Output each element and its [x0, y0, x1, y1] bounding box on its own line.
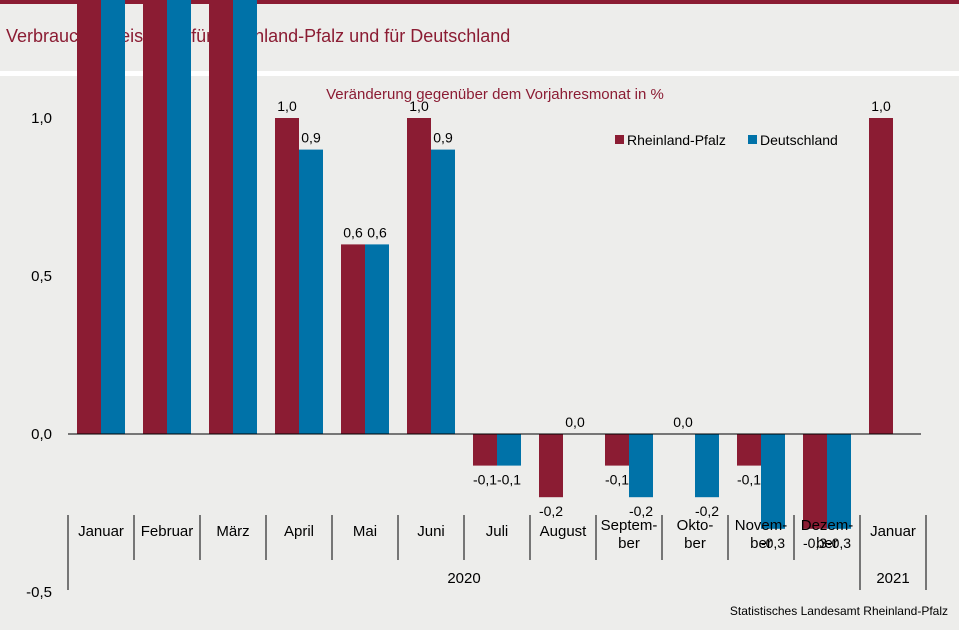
- category-label: Septem-: [601, 517, 658, 534]
- data-label: -0,3: [827, 535, 851, 551]
- category-label: Februar: [141, 523, 194, 540]
- y-tick-label: 0,5: [31, 268, 52, 285]
- bar-deutschland: [431, 149, 455, 434]
- data-label: 1,0: [409, 98, 429, 114]
- data-label: -0,2: [695, 503, 719, 519]
- bar-rheinland-pfalz: [143, 0, 167, 434]
- source-note: Statistisches Landesamt Rheinland-Pfalz: [729, 604, 948, 618]
- data-label: -0,3: [803, 535, 827, 551]
- category-label: Okto-: [677, 517, 714, 534]
- category-label: Juli: [486, 523, 509, 540]
- category-label: August: [540, 523, 588, 540]
- legend-swatch: [748, 135, 757, 144]
- bar-rheinland-pfalz: [77, 0, 101, 435]
- bar-rheinland-pfalz: [737, 434, 761, 466]
- bar-rheinland-pfalz: [539, 434, 563, 498]
- bar-deutschland: [233, 0, 257, 434]
- chart-subtitle: Veränderung gegenüber dem Vorjahresmonat…: [326, 86, 664, 103]
- category-label: Januar: [78, 523, 124, 540]
- bar-rheinland-pfalz: [473, 434, 497, 466]
- data-label: -0,1: [473, 472, 497, 488]
- data-label: 0,0: [565, 414, 585, 430]
- data-label: -0,2: [539, 503, 563, 519]
- bar-deutschland: [299, 149, 323, 434]
- bar-rheinland-pfalz: [275, 118, 299, 434]
- data-label: 0,6: [343, 224, 363, 240]
- bar-rheinland-pfalz: [407, 118, 431, 434]
- data-label: 0,9: [301, 130, 321, 146]
- category-label: Novem-: [735, 517, 788, 534]
- category-label: Januar: [870, 523, 916, 540]
- data-label: -0,1: [497, 472, 521, 488]
- bar-rheinland-pfalz: [869, 118, 893, 434]
- bar-rheinland-pfalz: [341, 244, 365, 434]
- data-label: -0,1: [737, 472, 761, 488]
- category-label: ber: [750, 535, 772, 552]
- bar-deutschland: [497, 434, 521, 466]
- bar-deutschland: [827, 434, 851, 529]
- category-label: ber: [816, 535, 838, 552]
- category-label: Dezem-: [801, 517, 854, 534]
- data-label: 1,0: [277, 98, 297, 114]
- bar-rheinland-pfalz: [803, 434, 827, 529]
- top-accent-bar: [0, 0, 959, 4]
- data-label: -0,1: [605, 472, 629, 488]
- bar-deutschland: [101, 0, 125, 435]
- y-tick-label: 0,0: [31, 426, 52, 443]
- legend-label: Rheinland-Pfalz: [627, 132, 726, 148]
- data-label: 1,0: [871, 98, 891, 114]
- category-label: März: [216, 523, 249, 540]
- legend-label: Deutschland: [760, 132, 838, 148]
- bar-deutschland: [761, 434, 785, 529]
- title-separator: [0, 71, 959, 76]
- bar-deutschland: [629, 434, 653, 498]
- page-title: Verbraucherpreisindex für Rheinland-Pfal…: [6, 26, 511, 46]
- y-tick-label: -0,5: [26, 584, 52, 601]
- data-label: 0,6: [367, 224, 387, 240]
- year-label: 2020: [447, 570, 480, 587]
- legend-swatch: [615, 135, 624, 144]
- bar-deutschland: [167, 0, 191, 435]
- year-label: 2021: [876, 570, 909, 587]
- bar-rheinland-pfalz: [209, 0, 233, 434]
- bar-deutschland: [365, 244, 389, 434]
- data-label: 0,0: [673, 414, 693, 430]
- category-label: April: [284, 523, 314, 540]
- category-label: Mai: [353, 523, 377, 540]
- category-label: Juni: [417, 523, 445, 540]
- data-label: -0,2: [629, 503, 653, 519]
- y-tick-label: 1,0: [31, 110, 52, 127]
- bar-deutschland: [695, 434, 719, 498]
- bar-rheinland-pfalz: [605, 434, 629, 466]
- category-label: ber: [684, 535, 706, 552]
- data-label: -0,3: [761, 535, 785, 551]
- data-label: 0,9: [433, 130, 453, 146]
- category-label: ber: [618, 535, 640, 552]
